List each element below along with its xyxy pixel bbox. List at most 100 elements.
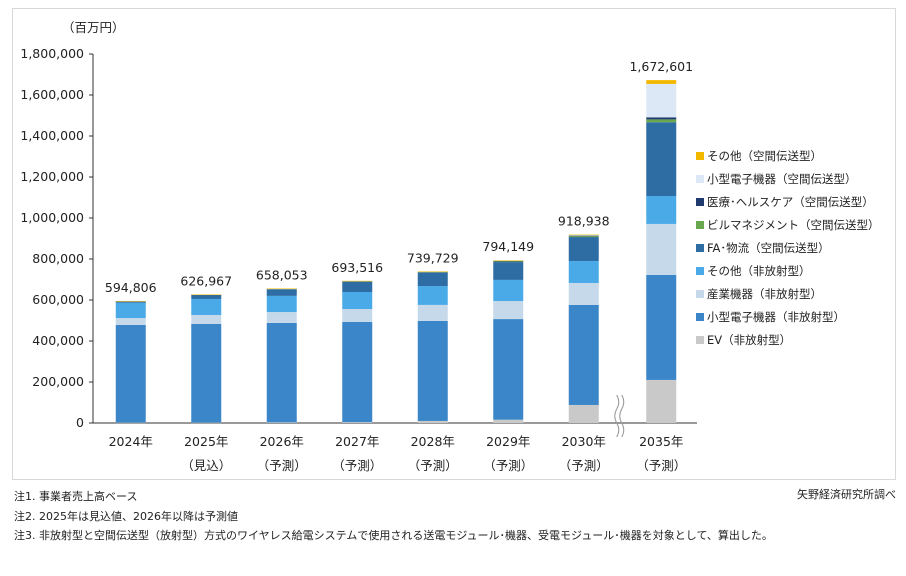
bar-segment bbox=[568, 282, 599, 305]
bar-segment bbox=[115, 422, 146, 424]
bar-segment bbox=[646, 122, 677, 197]
total-label: 658,053 bbox=[256, 268, 308, 283]
bar-segment bbox=[266, 288, 297, 290]
bar-segment bbox=[493, 262, 524, 280]
bar-segment bbox=[646, 274, 677, 380]
y-tick-label: 200,000 bbox=[32, 374, 84, 389]
x-tick-label: 2028年 bbox=[411, 434, 455, 449]
bar-segment bbox=[568, 235, 599, 236]
bar-segment bbox=[493, 279, 524, 302]
bar-segment bbox=[115, 301, 146, 302]
bar-segment bbox=[568, 236, 599, 238]
legend-label: 小型電子機器（空間伝送型） bbox=[707, 171, 857, 186]
total-label: 594,806 bbox=[105, 280, 157, 295]
legend-label: 小型電子機器（非放射型） bbox=[707, 309, 845, 324]
bar-segment bbox=[568, 261, 599, 283]
bar-segment bbox=[342, 309, 373, 322]
legend-label: FA･物流（空間伝送型） bbox=[707, 240, 830, 255]
bar-segment bbox=[417, 272, 448, 287]
note-2: 注2. 2025年は見込値、2026年以降は予測値 bbox=[14, 510, 238, 523]
x-tick-label: 2026年 bbox=[260, 434, 304, 449]
legend-swatch bbox=[696, 312, 704, 321]
bar-segment bbox=[417, 271, 448, 273]
note-1: 注1. 事業者売上高ベース bbox=[14, 490, 138, 503]
bar-segment bbox=[493, 261, 524, 263]
bar-segment bbox=[417, 420, 448, 423]
source-credit: 矢野経済研究所調べ bbox=[797, 488, 896, 501]
y-tick-label: 1,200,000 bbox=[20, 169, 84, 184]
legend-swatch bbox=[696, 335, 704, 344]
bar-segment bbox=[493, 301, 524, 320]
bar-segment bbox=[646, 117, 677, 120]
legend-item: 産業機器（非放射型） bbox=[696, 282, 880, 305]
bar-segment bbox=[646, 196, 677, 224]
bar-segment bbox=[417, 271, 448, 273]
total-label: 794,149 bbox=[482, 239, 534, 254]
legend-item: 小型電子機器（空間伝送型） bbox=[696, 167, 880, 190]
x-tick-sublabel: （見込） bbox=[181, 458, 231, 473]
bar-segment bbox=[342, 280, 373, 282]
bar-segment bbox=[266, 295, 297, 313]
legend-swatch bbox=[696, 289, 704, 298]
legend-label: ビルマネジメント（空間伝送型） bbox=[707, 217, 880, 232]
bar-segment bbox=[417, 320, 448, 421]
y-tick-label: 1,400,000 bbox=[20, 128, 84, 143]
x-tick-sublabel: （予測） bbox=[408, 458, 458, 473]
bar-segment bbox=[568, 237, 599, 262]
bar-segment bbox=[417, 286, 448, 305]
x-tick-label: 2029年 bbox=[486, 434, 530, 449]
bar-segment bbox=[115, 318, 146, 326]
bar-segment bbox=[191, 294, 222, 299]
legend-item: 小型電子機器（非放射型） bbox=[696, 305, 880, 328]
bar-segment bbox=[115, 301, 146, 303]
total-label: 693,516 bbox=[331, 260, 383, 275]
bar-segment bbox=[191, 298, 222, 315]
total-label: 626,967 bbox=[180, 273, 232, 288]
bar-segment bbox=[568, 304, 599, 405]
bar-segment bbox=[568, 404, 599, 423]
x-tick-label: 2024年 bbox=[109, 434, 153, 449]
legend-item: その他（空間伝送型） bbox=[696, 144, 880, 167]
bar-segment bbox=[266, 422, 297, 423]
total-label: 918,938 bbox=[558, 214, 610, 229]
bar-segment bbox=[417, 272, 448, 273]
bar-segment bbox=[342, 422, 373, 423]
y-tick-label: 1,000,000 bbox=[20, 210, 84, 225]
bar-segment bbox=[191, 294, 222, 295]
y-tick-label: 1,800,000 bbox=[20, 46, 84, 61]
legend-label: EV（非放射型） bbox=[707, 332, 792, 347]
legend-swatch bbox=[696, 220, 704, 229]
bar-segment bbox=[342, 321, 373, 423]
x-tick-label: 2027年 bbox=[335, 434, 379, 449]
legend-swatch bbox=[696, 197, 704, 206]
x-tick-label: 2030年 bbox=[562, 434, 606, 449]
bar-segment bbox=[646, 379, 677, 423]
x-tick-sublabel: （予測） bbox=[332, 458, 382, 473]
legend-item: ビルマネジメント（空間伝送型） bbox=[696, 213, 880, 236]
y-axis-unit: （百万円） bbox=[62, 20, 125, 35]
y-tick-label: 600,000 bbox=[32, 292, 84, 307]
legend-label: 医療･ヘルスケア（空間伝送型） bbox=[707, 194, 874, 209]
x-tick-sublabel: （予測） bbox=[559, 458, 609, 473]
bar-segment bbox=[646, 83, 677, 118]
bar-segment bbox=[115, 325, 146, 423]
y-tick-label: 1,600,000 bbox=[20, 87, 84, 102]
bar-segment bbox=[342, 281, 373, 293]
legend: その他（空間伝送型） 小型電子機器（空間伝送型） 医療･ヘルスケア（空間伝送型） ビル… bbox=[696, 144, 880, 351]
legend-label: その他（空間伝送型） bbox=[707, 148, 822, 163]
bar-segment bbox=[191, 422, 222, 424]
legend-swatch bbox=[696, 243, 704, 252]
bar-segment bbox=[191, 323, 222, 423]
bar-segment bbox=[342, 292, 373, 310]
bar-segment bbox=[115, 302, 146, 319]
chart-frame bbox=[12, 8, 896, 480]
axis-break-mark bbox=[614, 394, 620, 438]
bar-segment bbox=[646, 119, 677, 123]
bar-segment bbox=[568, 234, 599, 236]
axis-break-mark bbox=[619, 394, 625, 438]
legend-item: FA･物流（空間伝送型） bbox=[696, 236, 880, 259]
bar-segment bbox=[493, 260, 524, 262]
bar-segment bbox=[493, 419, 524, 423]
bar-segment bbox=[568, 235, 599, 237]
bar-segment bbox=[646, 223, 677, 275]
